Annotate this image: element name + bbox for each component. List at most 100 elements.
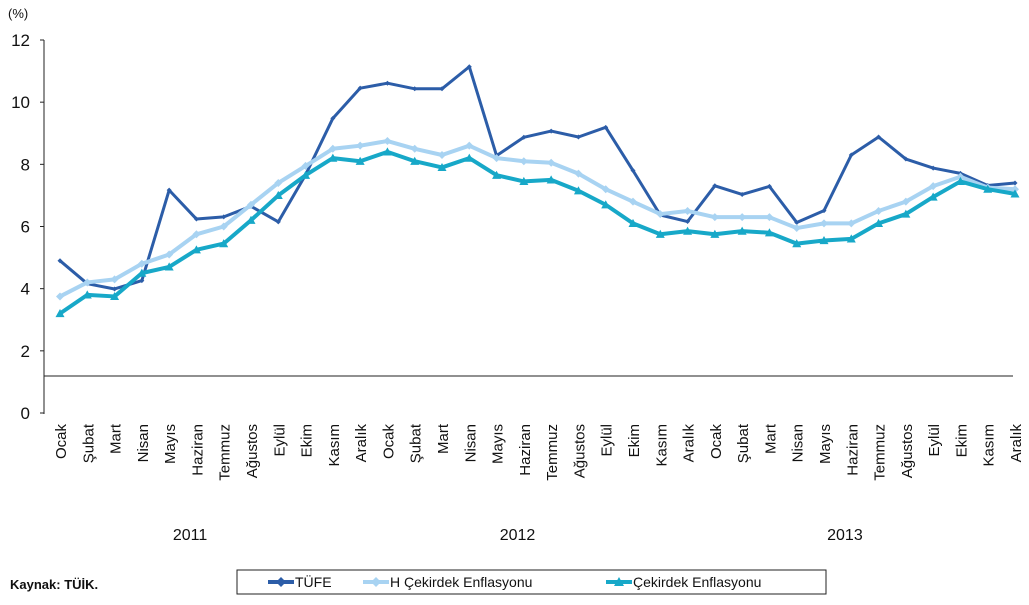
x-tick-label: Nisan [135, 424, 152, 462]
legend-label: Çekirdek Enflasyonu [633, 574, 761, 590]
marker [110, 275, 119, 284]
marker [247, 200, 255, 209]
x-tick-label: Mayıs [162, 424, 179, 464]
marker [655, 229, 665, 238]
x-tick-label: Mart [108, 423, 125, 454]
marker [112, 286, 118, 292]
y-tick-label: 12 [11, 31, 30, 50]
marker [848, 152, 854, 158]
marker [301, 170, 311, 179]
marker [874, 218, 884, 227]
marker [1012, 180, 1018, 186]
marker [903, 156, 909, 162]
marker [328, 144, 337, 153]
x-tick-label: Eylül [599, 424, 616, 457]
marker [492, 170, 502, 179]
marker [847, 219, 856, 228]
x-tick-label: Ocak [708, 424, 725, 460]
marker [465, 141, 474, 150]
legend-label: H Çekirdek Enflasyonu [390, 574, 532, 590]
x-tick-label: Aralık [353, 424, 370, 463]
marker [573, 186, 583, 195]
marker [766, 183, 772, 189]
marker [983, 184, 993, 193]
x-tick-label: Şubat [80, 423, 97, 463]
marker [412, 86, 418, 92]
marker [820, 219, 828, 228]
marker [574, 169, 583, 178]
x-tick-label: Kasım [653, 424, 670, 467]
marker [738, 213, 747, 222]
marker [739, 191, 745, 197]
x-tick-label: Ocak [380, 424, 397, 460]
marker [221, 214, 227, 220]
marker [1011, 185, 1019, 194]
x-tick-label: Haziran [844, 424, 861, 476]
year-label: 2013 [827, 527, 863, 544]
marker [383, 137, 392, 146]
marker [274, 178, 283, 187]
y-tick-label: 0 [21, 404, 30, 423]
marker [165, 250, 174, 259]
marker [110, 291, 120, 301]
marker [630, 168, 636, 174]
marker [683, 226, 693, 235]
marker [521, 134, 527, 140]
x-tick-label: Ağustos [899, 424, 916, 478]
marker [164, 262, 174, 271]
marker [548, 128, 554, 134]
marker [601, 185, 610, 194]
marker [437, 162, 447, 172]
x-tick-label: Aralık [681, 424, 698, 463]
series-line [59, 65, 1016, 291]
marker [466, 64, 472, 70]
legend-marker [276, 577, 286, 587]
x-tick-label: Şubat [735, 423, 752, 463]
marker [819, 235, 829, 245]
x-tick-label: Eylül [926, 424, 943, 457]
marker [930, 165, 936, 171]
marker [382, 147, 392, 156]
marker [874, 206, 883, 215]
marker [792, 239, 802, 248]
x-tick-label: Ekim [299, 424, 316, 457]
x-tick-label: Nisan [462, 424, 479, 462]
x-tick-label: Nisan [790, 424, 807, 462]
marker [137, 259, 146, 268]
marker [83, 278, 92, 287]
x-tick-label: Ağustos [244, 424, 261, 478]
legend-marker [614, 577, 624, 586]
marker [929, 182, 938, 191]
marker [656, 210, 665, 219]
marker [547, 158, 556, 167]
marker [519, 157, 528, 166]
marker [355, 156, 365, 165]
marker [275, 219, 281, 225]
marker [519, 176, 529, 186]
marker [356, 141, 365, 150]
marker [438, 151, 446, 160]
x-tick-label: Şubat [408, 423, 425, 463]
y-tick-label: 10 [11, 93, 30, 112]
y-unit: (%) [8, 6, 28, 21]
marker [710, 229, 720, 238]
x-tick-label: Aralık [1008, 424, 1025, 463]
marker [139, 278, 145, 284]
marker [712, 183, 718, 189]
marker [1010, 189, 1020, 198]
marker [846, 234, 856, 243]
marker [410, 156, 420, 165]
marker [928, 192, 938, 201]
marker [685, 219, 691, 225]
marker [737, 226, 747, 235]
marker [876, 134, 882, 140]
legend-label: TÜFE [295, 573, 332, 590]
x-tick-label: Ekim [953, 424, 970, 457]
marker [56, 292, 64, 301]
marker [956, 172, 965, 181]
marker [328, 153, 338, 162]
marker [765, 213, 774, 222]
year-label: 2011 [173, 527, 208, 544]
x-tick-label: Temmuz [872, 424, 889, 481]
marker [246, 215, 256, 224]
